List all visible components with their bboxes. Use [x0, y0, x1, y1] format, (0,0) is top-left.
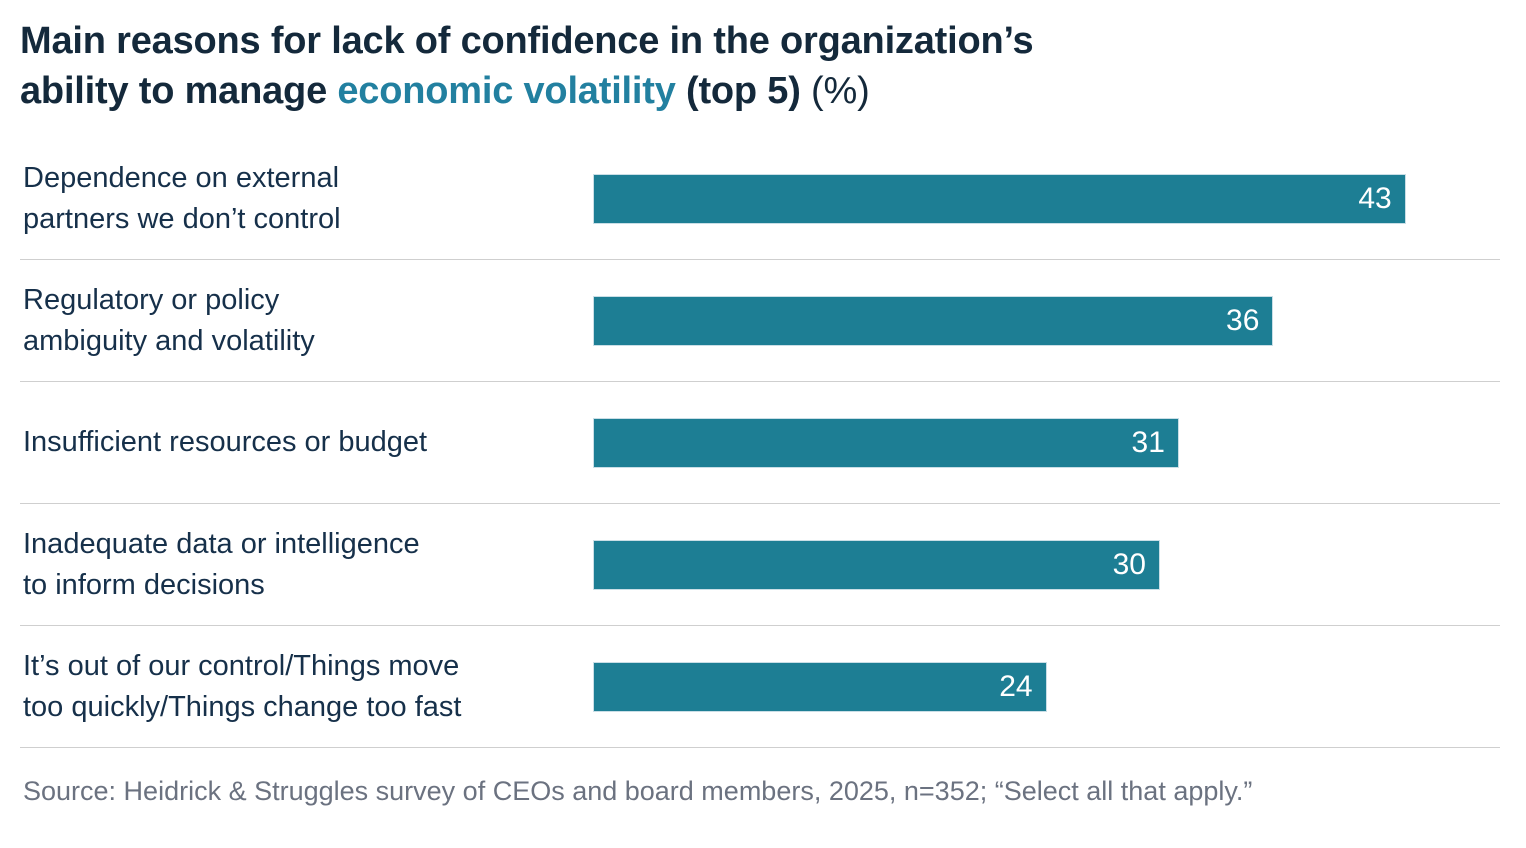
bar-track: 43 — [593, 173, 1500, 224]
category-label: Regulatory or policy ambiguity and volat… — [23, 283, 315, 357]
title-percent-unit: (%) — [800, 70, 870, 112]
category-label: It’s out of our control/Things move too … — [23, 649, 462, 723]
bar: 31 — [593, 417, 1179, 468]
title-highlight: economic volatility — [337, 70, 676, 112]
bar: 36 — [593, 295, 1274, 346]
title-line2-prefix: ability to manage — [20, 70, 338, 112]
value-label: 36 — [1226, 303, 1260, 337]
bar-row: Regulatory or policy ambiguity and volat… — [20, 260, 1500, 382]
title-top5: (top 5) — [675, 70, 801, 112]
value-label: 43 — [1358, 181, 1392, 215]
value-label: 24 — [999, 669, 1033, 703]
chart-title: Main reasons for lack of confidence in t… — [20, 0, 1500, 116]
category-label: Insufficient resources or budget — [23, 426, 428, 458]
bar-row: Dependence on external partners we don’t… — [20, 138, 1500, 260]
category-label: Dependence on external partners we don’t… — [23, 161, 341, 235]
bar: 30 — [593, 539, 1160, 590]
bar-row: It’s out of our control/Things move too … — [20, 626, 1500, 748]
bar-track: 24 — [593, 661, 1500, 712]
bar: 43 — [593, 173, 1406, 224]
bar-row: Inadequate data or intelligence to infor… — [20, 504, 1500, 626]
source-note: Source: Heidrick & Struggles survey of C… — [23, 776, 1253, 806]
bar-track: 36 — [593, 295, 1500, 346]
bar-chart: Dependence on external partners we don’t… — [20, 138, 1500, 748]
title-line1: Main reasons for lack of confidence in t… — [20, 20, 1034, 62]
bar-row: Insufficient resources or budget 31 — [20, 382, 1500, 504]
bar-track: 31 — [593, 417, 1500, 468]
bar: 24 — [593, 661, 1047, 712]
value-label: 30 — [1112, 547, 1146, 581]
category-label: Inadequate data or intelligence to infor… — [23, 527, 420, 601]
bar-track: 30 — [593, 539, 1500, 590]
value-label: 31 — [1131, 425, 1165, 459]
